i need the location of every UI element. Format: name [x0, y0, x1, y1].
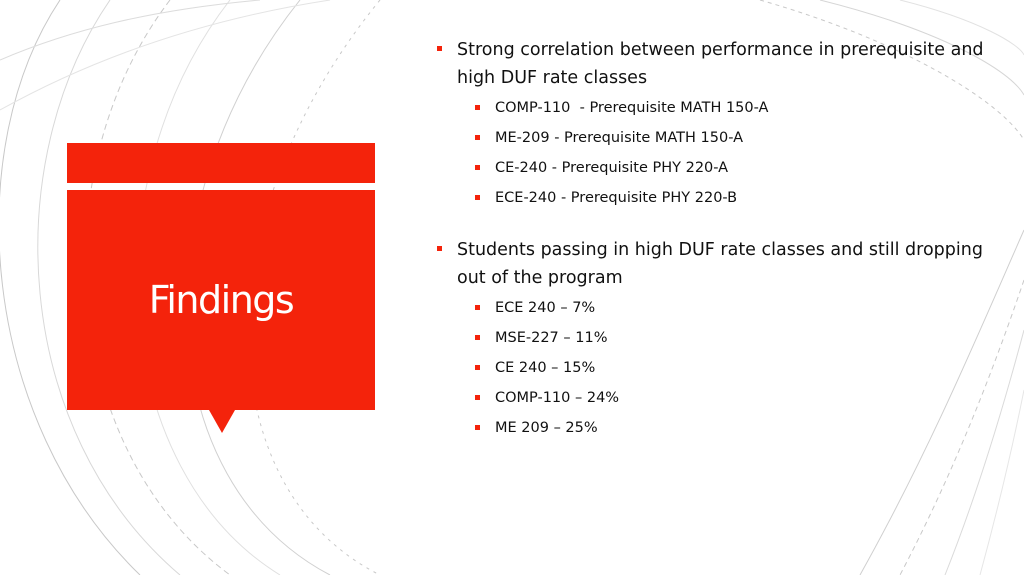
- arc-line: [859, 229, 1024, 575]
- arc-line: [759, 0, 1024, 141]
- bullet-square-icon: [475, 165, 480, 170]
- sub-bullet-item: CE-240 - Prerequisite PHY 220-A: [475, 158, 997, 178]
- sub-bullet-item: CE 240 – 15%: [475, 358, 997, 378]
- sub-bullet-text: CE 240 – 15%: [495, 360, 596, 376]
- sub-bullet-item: ME 209 – 25%: [475, 418, 997, 438]
- bullet-square-icon: [475, 195, 480, 200]
- sub-bullet-item: MSE-227 – 11%: [475, 328, 997, 348]
- sub-bullet-text: MSE-227 – 11%: [495, 330, 608, 346]
- sub-bullet-item: ME-209 - Prerequisite MATH 150-A: [475, 128, 997, 148]
- sub-bullet-text: COMP-110 - Prerequisite MATH 150-A: [495, 100, 769, 116]
- title-accent-band: [67, 143, 375, 183]
- bullet-item: Students passing in high DUF rate classe…: [437, 236, 997, 292]
- slide-title: Findings: [148, 278, 295, 322]
- sub-bullet-item: COMP-110 - Prerequisite MATH 150-A: [475, 98, 997, 118]
- bullet-square-icon: [475, 135, 480, 140]
- sub-bullet-text: CE-240 - Prerequisite PHY 220-A: [495, 160, 729, 176]
- callout-pointer: [209, 410, 235, 433]
- bullet-content: Strong correlation between performance i…: [437, 36, 997, 438]
- sub-bullet-text: ECE 240 – 7%: [495, 300, 596, 316]
- bullet-group: Students passing in high DUF rate classe…: [437, 236, 997, 438]
- bullet-square-icon: [437, 46, 442, 51]
- arc-line: [0, 0, 141, 575]
- bullet-square-icon: [475, 305, 480, 310]
- bullet-text: Strong correlation between performance i…: [457, 40, 984, 88]
- title-callout-box: Findings: [67, 190, 375, 410]
- bullet-square-icon: [475, 425, 480, 430]
- bullet-square-icon: [475, 395, 480, 400]
- sub-bullet-item: ECE-240 - Prerequisite PHY 220-B: [475, 188, 997, 208]
- bullet-square-icon: [437, 246, 442, 251]
- arc-line: [37, 0, 181, 575]
- arc-line: [0, 0, 261, 61]
- bullet-text: Students passing in high DUF rate classe…: [457, 240, 983, 288]
- arc-line: [899, 0, 1024, 56]
- bullet-square-icon: [475, 105, 480, 110]
- arc-line: [979, 389, 1024, 575]
- sub-bullet-item: ECE 240 – 7%: [475, 298, 997, 318]
- bullet-item: Strong correlation between performance i…: [437, 36, 997, 92]
- sub-bullet-item: COMP-110 – 24%: [475, 388, 997, 408]
- bullet-square-icon: [475, 335, 480, 340]
- sub-bullet-text: ME-209 - Prerequisite MATH 150-A: [495, 130, 744, 146]
- arc-line: [819, 0, 1024, 96]
- sub-bullet-text: ECE-240 - Prerequisite PHY 220-B: [495, 190, 738, 206]
- sub-bullet-text: COMP-110 – 24%: [495, 390, 620, 406]
- arc-line: [0, 0, 331, 111]
- sub-bullet-text: ME 209 – 25%: [495, 420, 598, 436]
- arc-line: [944, 329, 1024, 575]
- bullet-square-icon: [475, 365, 480, 370]
